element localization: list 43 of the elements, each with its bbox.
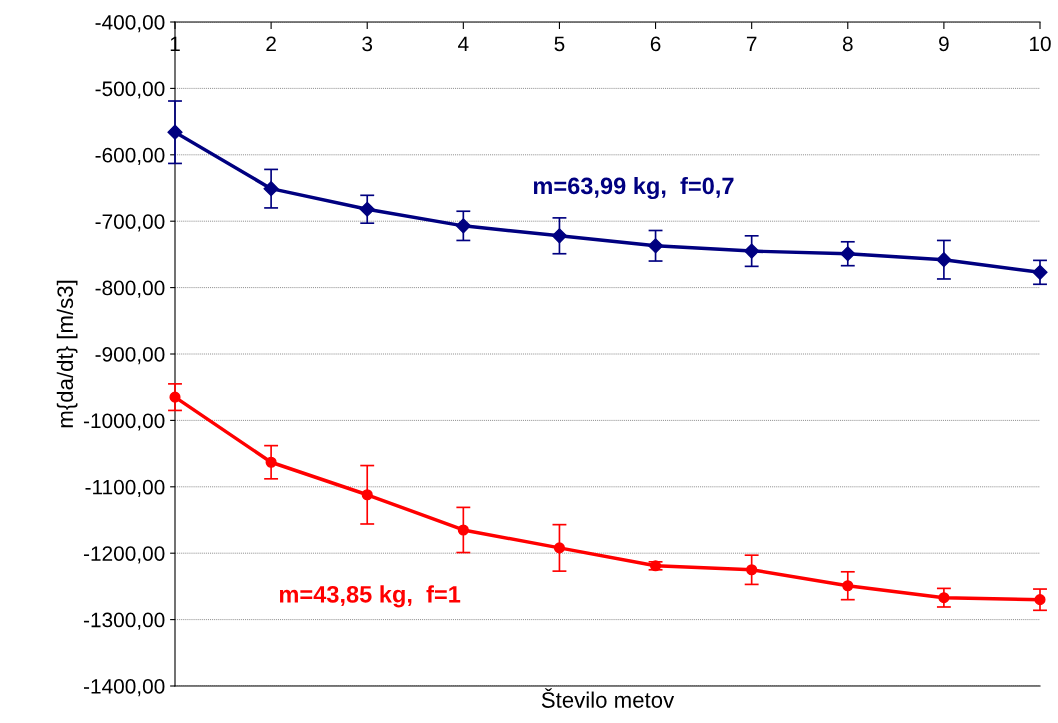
y-tick-label: -1300,00 xyxy=(83,612,165,630)
x-tick-label: 5 xyxy=(554,36,565,52)
point xyxy=(840,246,856,262)
point xyxy=(457,524,469,536)
point xyxy=(455,218,471,234)
y-tick-label: -400,00 xyxy=(95,15,165,33)
x-tick-label: 2 xyxy=(266,36,276,52)
y-tick-label: -1200,00 xyxy=(83,546,165,564)
y-tick-label: -1400,00 xyxy=(83,679,165,697)
point xyxy=(647,238,664,254)
point xyxy=(744,243,760,259)
y-tick-label: -1000,00 xyxy=(83,413,165,431)
point xyxy=(167,124,183,140)
point xyxy=(553,542,566,554)
point xyxy=(746,564,758,576)
point xyxy=(936,252,952,268)
x-axis-title: Število metov xyxy=(541,688,675,708)
point xyxy=(265,456,277,468)
y-tick-label: -500,00 xyxy=(95,81,165,99)
point xyxy=(551,228,568,244)
y-tick-label: -600,00 xyxy=(95,147,165,166)
point xyxy=(842,580,854,592)
point xyxy=(169,391,181,403)
point xyxy=(1032,264,1048,280)
x-tick-label: 10 xyxy=(1030,36,1051,52)
x-tick-label: 6 xyxy=(650,36,661,52)
point xyxy=(1034,594,1046,606)
text: m=43,85 kg, f=1 xyxy=(279,585,461,608)
x-tick-label: 4 xyxy=(458,36,469,52)
x-tick-label: 8 xyxy=(842,36,853,52)
x-tick-label: 7 xyxy=(746,36,757,52)
point xyxy=(938,592,950,604)
point xyxy=(361,489,373,501)
point xyxy=(263,181,279,197)
y-tick-label: -800,00 xyxy=(95,280,165,298)
y-tick-label: -700,00 xyxy=(95,214,165,232)
y-tick-label: -1100,00 xyxy=(85,479,165,498)
series-label: m=63,99 kg, f=0,7 xyxy=(533,176,734,200)
x-tick-label: 9 xyxy=(939,36,949,52)
y-tick-label: -900,00 xyxy=(95,347,165,365)
y-axis-title: m{da/dt} [m/s3] xyxy=(56,280,78,428)
point xyxy=(359,201,375,217)
x-tick-label: 3 xyxy=(362,36,373,52)
